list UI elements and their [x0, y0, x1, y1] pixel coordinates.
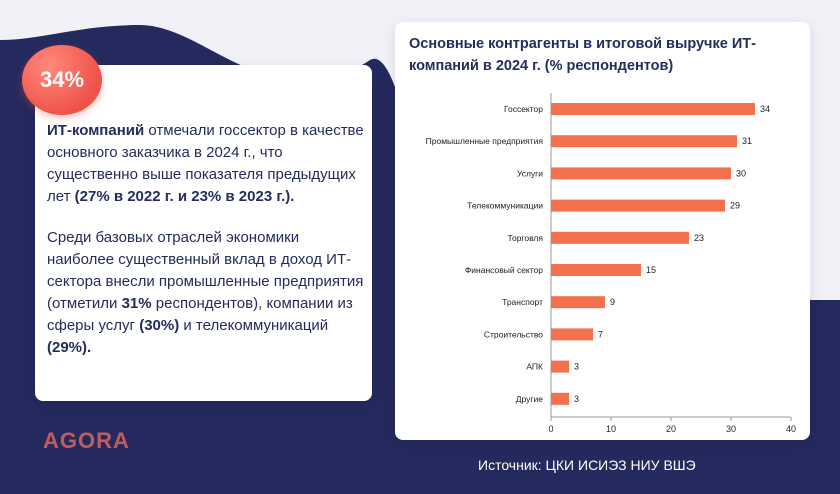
- summary-p2-bold1: 31%: [121, 295, 152, 312]
- bar: [551, 167, 731, 180]
- bar: [551, 360, 569, 373]
- bar: [551, 103, 755, 115]
- summary-card: ИТ-компаний отмечали госсектор в качеств…: [35, 65, 372, 401]
- chart-title: Основные контрагенты в итоговой выручке …: [409, 36, 756, 74]
- data-label: 29: [730, 201, 740, 211]
- summary-paragraph-1: ИТ-компаний отмечали госсектор в качеств…: [47, 120, 365, 208]
- percentage-badge: 34%: [22, 45, 102, 115]
- data-label: 34: [760, 104, 770, 114]
- data-label: 31: [742, 136, 752, 146]
- bar: [551, 392, 569, 405]
- summary-p2-text1: Среди базовых отраслей экономики наиболе…: [47, 229, 364, 312]
- data-label: 3: [574, 362, 579, 372]
- x-tick-label: 30: [726, 424, 736, 434]
- x-tick-label: 10: [606, 424, 616, 434]
- data-label: 15: [646, 265, 656, 275]
- category-label: Финансовый сектор: [465, 265, 543, 275]
- summary-p1-bold-tail: (27% в 2022 г. и 23% в 2023 г.).: [74, 188, 295, 205]
- summary-paragraph-2: Среди базовых отраслей экономики наиболе…: [47, 227, 365, 359]
- bar-chart: Госсектор 34 Промышленные предприятия 31 Усл…: [426, 93, 796, 434]
- x-tick-label: 40: [786, 424, 796, 434]
- summary-p1-bold-lead: ИТ-компаний: [47, 122, 145, 139]
- data-label: 23: [694, 233, 704, 243]
- category-label: Услуги: [517, 168, 543, 178]
- agora-logo: AGORA: [43, 428, 130, 453]
- category-label: Торговля: [507, 233, 543, 243]
- data-label: 3: [574, 394, 579, 404]
- category-label: Другие: [516, 394, 543, 404]
- bar: [551, 328, 593, 341]
- data-label: 9: [610, 297, 615, 307]
- category-label: Промышленные предприятия: [426, 136, 544, 146]
- data-label: 30: [736, 168, 746, 178]
- category-label: АПК: [526, 362, 543, 372]
- data-label: 7: [598, 329, 603, 339]
- chart-card: Госсектор 34 Промышленные предприятия 31 Усл…: [395, 22, 810, 440]
- bar: [551, 199, 725, 212]
- summary-p2-text2: респондентов), компании из сферы услуг: [47, 295, 353, 334]
- category-label: Строительство: [484, 329, 543, 339]
- category-label: Транспорт: [502, 297, 543, 307]
- category-label: Телекоммуникации: [467, 201, 543, 211]
- summary-p2-text3: и телекоммуникаций: [179, 317, 329, 334]
- x-tick-label: 0: [548, 424, 553, 434]
- x-tick-label: 20: [666, 424, 676, 434]
- bar: [551, 135, 737, 148]
- source-caption: Источник: ЦКИ ИСИЭЗ НИУ ВШЭ: [478, 457, 696, 473]
- bar: [551, 264, 641, 276]
- summary-p2-bold2: (30%): [139, 317, 180, 334]
- summary-text: ИТ-компаний отмечали госсектор в качеств…: [47, 120, 365, 378]
- summary-p2-bold3: (29%).: [47, 339, 92, 356]
- bar: [551, 231, 689, 244]
- category-label: Госсектор: [504, 104, 543, 114]
- bar: [551, 296, 605, 309]
- summary-p1-text: отмечали госсектор в качестве основного …: [47, 122, 364, 205]
